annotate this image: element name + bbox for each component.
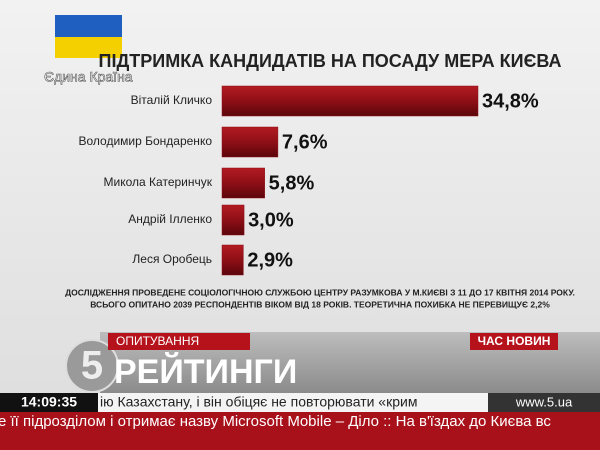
category-label: Володимир Бондаренко bbox=[78, 134, 212, 148]
section: ОПИТУВАННЯ bbox=[116, 334, 199, 348]
bar bbox=[221, 204, 245, 236]
channel-logo-bg bbox=[65, 339, 119, 393]
flag-yellow bbox=[55, 37, 122, 58]
bar bbox=[221, 167, 265, 199]
category-label: Микола Катеринчук bbox=[104, 175, 213, 189]
ticker-bottom-bg bbox=[0, 412, 600, 450]
category-label: Леся Оробець bbox=[132, 252, 212, 266]
flag-blue bbox=[55, 15, 122, 37]
value-label: 3,0% bbox=[248, 209, 294, 231]
note: ДОСЛІДЖЕННЯ ПРОВЕДЕНЕ СОЦІОЛОГІЧНОЮ СЛУЖ… bbox=[65, 287, 575, 297]
time-bg bbox=[0, 393, 98, 412]
program: ЧАС НОВИН bbox=[478, 334, 551, 348]
section-bg bbox=[108, 333, 250, 350]
program-bg bbox=[470, 333, 558, 350]
category-label: Андрій Ілленко bbox=[128, 212, 212, 226]
bar bbox=[221, 126, 279, 158]
bar bbox=[221, 244, 244, 276]
headline: РЕЙТИНГИ bbox=[114, 352, 297, 391]
value-label: 5,8% bbox=[269, 172, 315, 194]
value-label: 34,8% bbox=[482, 90, 539, 112]
logo-caption: Єдина Країна bbox=[44, 69, 133, 85]
website: www.5.ua bbox=[515, 394, 573, 409]
time: 14:09:35 bbox=[21, 394, 77, 410]
value-label: 2,9% bbox=[247, 249, 293, 271]
channel-logo: 5 bbox=[81, 344, 103, 388]
note: ВСЬОГО ОПИТАНО 2039 РЕСПОНДЕНТІВ ВІКОМ В… bbox=[90, 299, 550, 309]
chart-title: ПІДТРИМКА КАНДИДАТІВ НА ПОСАДУ МЕРА КИЄВ… bbox=[99, 51, 562, 71]
value-label: 7,6% bbox=[282, 131, 328, 153]
ticker-top: ію Казахстану, і він обіцяє не повторюва… bbox=[100, 394, 417, 410]
ticker-bottom: е її підрозділом і отримає назву Microso… bbox=[0, 413, 551, 430]
bar bbox=[221, 85, 479, 117]
category-label: Віталій Кличко bbox=[131, 93, 213, 107]
website-bg bbox=[488, 393, 600, 412]
ticker-top-bg bbox=[0, 393, 600, 412]
